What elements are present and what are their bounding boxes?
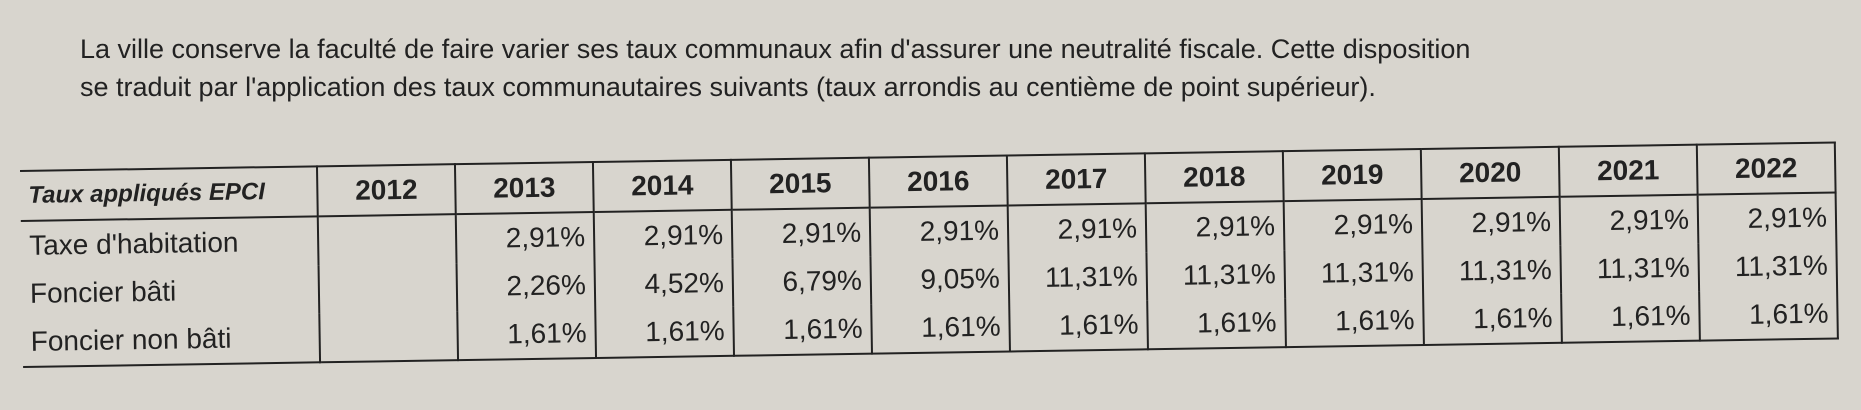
row-label: Foncier non bâti (22, 313, 321, 367)
rate-cell: 2,91% (1283, 198, 1423, 251)
rate-cell: 11,31% (1422, 245, 1562, 296)
rate-cell: 2,91% (731, 207, 871, 259)
rates-table: Taux appliqués EPCI 2012 2013 2014 2015 2016 2… (20, 141, 1839, 368)
rate-cell: 2,91% (869, 205, 1009, 257)
rate-cell: 1,61% (1285, 295, 1424, 348)
rate-cell: 1,61% (595, 306, 735, 358)
rate-cell: 1,61% (1699, 289, 1838, 341)
rate-cell: 4,52% (594, 258, 734, 309)
row-label: Taxe d'habitation (20, 216, 319, 270)
year-header: 2013 (454, 161, 594, 215)
rate-cell: 1,61% (1561, 291, 1700, 343)
rate-cell: 2,91% (593, 209, 733, 261)
empty-cell (317, 214, 457, 266)
paragraph-line: La ville conserve la faculté de faire va… (80, 34, 1471, 64)
rate-cell: 2,91% (1421, 196, 1561, 248)
rate-cell: 11,31% (1284, 247, 1424, 299)
year-header: 2022 (1696, 142, 1836, 195)
rate-cell: 1,61% (1147, 298, 1286, 350)
rate-cell: 1,61% (733, 304, 872, 356)
rate-cell: 1,61% (457, 308, 597, 361)
paragraph-line: se traduit par l'application des taux co… (80, 72, 1376, 102)
row-label: Foncier bâti (21, 265, 320, 318)
year-header: 2014 (592, 159, 732, 212)
year-header: 2020 (1420, 146, 1560, 199)
year-header: 2021 (1558, 144, 1698, 197)
year-header: 2018 (1144, 151, 1284, 204)
year-header: 2015 (730, 157, 870, 210)
rate-cell: 2,91% (1145, 201, 1285, 253)
rate-cell: 2,91% (1007, 203, 1147, 255)
rate-cell: 9,05% (870, 254, 1010, 305)
rate-cell: 2,91% (1697, 192, 1837, 244)
rate-cell: 1,61% (1423, 293, 1562, 345)
empty-cell (318, 263, 458, 314)
rate-cell: 1,61% (871, 302, 1010, 354)
year-header: 2017 (1006, 153, 1146, 206)
rate-cell: 11,31% (1146, 250, 1286, 301)
rate-cell: 2,91% (1559, 194, 1699, 246)
rate-cell: 2,91% (455, 211, 595, 264)
year-header: 2019 (1282, 148, 1422, 202)
year-header: 2016 (868, 155, 1008, 208)
rate-cell: 6,79% (732, 256, 872, 307)
rate-cell: 11,31% (1560, 243, 1700, 294)
corner-header: Taux appliqués EPCI (20, 166, 318, 221)
rate-cell: 2,26% (456, 260, 596, 312)
year-header: 2012 (316, 164, 456, 217)
empty-cell (319, 311, 459, 363)
paragraph: La ville conserve la faculté de faire va… (80, 30, 1470, 106)
rate-cell: 1,61% (1009, 300, 1148, 352)
rate-cell: 11,31% (1698, 241, 1838, 292)
rate-cell: 11,31% (1008, 252, 1148, 303)
